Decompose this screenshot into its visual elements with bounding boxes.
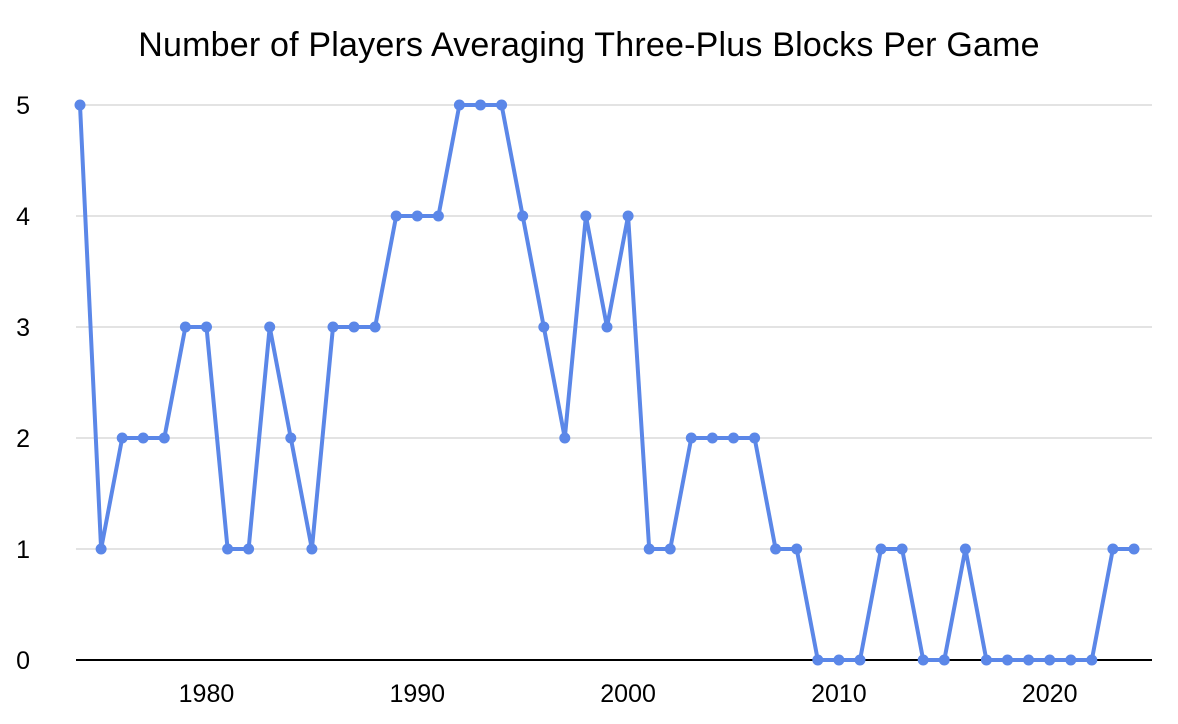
x-axis-tick-label: 2000 <box>600 680 656 708</box>
data-point-marker <box>222 543 234 555</box>
data-point-marker <box>959 543 971 555</box>
y-axis-tick-label: 1 <box>16 536 30 564</box>
data-point-marker <box>74 99 86 111</box>
data-point-marker <box>306 543 318 555</box>
data-point-marker <box>411 210 423 222</box>
data-point-marker <box>95 543 107 555</box>
y-axis-tick-label: 0 <box>16 647 30 675</box>
data-point-marker <box>453 99 465 111</box>
data-point-marker <box>201 321 212 333</box>
data-point-marker <box>538 321 550 333</box>
data-point-marker <box>601 321 613 333</box>
y-axis-tick-label: 2 <box>16 425 30 453</box>
data-point-marker <box>1128 543 1140 555</box>
data-point-marker <box>517 210 529 222</box>
data-point-marker <box>643 543 655 555</box>
data-point-marker <box>1086 654 1098 666</box>
data-point-marker <box>1002 654 1013 666</box>
data-point-marker <box>980 654 992 666</box>
chart-title: Number of Players Averaging Three-Plus B… <box>138 26 1040 64</box>
data-point-marker <box>685 432 697 444</box>
data-point-marker <box>770 543 782 555</box>
data-point-marker <box>137 432 149 444</box>
data-point-marker <box>369 321 381 333</box>
data-point-marker <box>243 543 255 555</box>
y-axis-tick-label: 4 <box>16 203 30 231</box>
data-point-marker <box>706 432 718 444</box>
x-axis-tick-label: 2010 <box>811 680 867 708</box>
data-point-marker <box>432 210 444 222</box>
data-point-marker <box>285 432 297 444</box>
data-point-marker <box>1065 654 1077 666</box>
data-point-marker <box>559 432 571 444</box>
data-point-marker <box>749 432 761 444</box>
x-axis-tick-label: 1990 <box>389 680 445 708</box>
data-point-marker <box>179 321 191 333</box>
data-point-marker <box>854 654 866 666</box>
y-axis-tick-label: 3 <box>16 314 30 342</box>
data-point-marker <box>791 543 803 555</box>
x-axis-tick-label: 2020 <box>1022 680 1078 708</box>
data-point-marker <box>116 432 128 444</box>
data-point-marker <box>833 654 845 666</box>
data-point-marker <box>1044 654 1056 666</box>
data-point-marker <box>1107 543 1119 555</box>
data-point-marker <box>622 210 634 222</box>
data-point-marker <box>664 543 676 555</box>
y-axis-tick-label: 5 <box>16 92 30 120</box>
data-point-marker <box>264 321 276 333</box>
data-point-marker <box>475 99 486 111</box>
x-axis-tick-label: 1980 <box>179 680 235 708</box>
data-point-marker <box>875 543 887 555</box>
data-point-marker <box>327 321 339 333</box>
data-point-marker <box>158 432 170 444</box>
data-point-marker <box>917 654 929 666</box>
data-point-marker <box>1023 654 1035 666</box>
data-point-marker <box>348 321 360 333</box>
data-line-series <box>78 103 1136 662</box>
data-point-marker <box>580 210 592 222</box>
data-point-marker <box>728 432 739 444</box>
data-point-marker <box>812 654 824 666</box>
data-point-marker <box>390 210 402 222</box>
data-point-marker <box>496 99 508 111</box>
data-point-marker <box>896 543 908 555</box>
data-point-marker <box>938 654 950 666</box>
